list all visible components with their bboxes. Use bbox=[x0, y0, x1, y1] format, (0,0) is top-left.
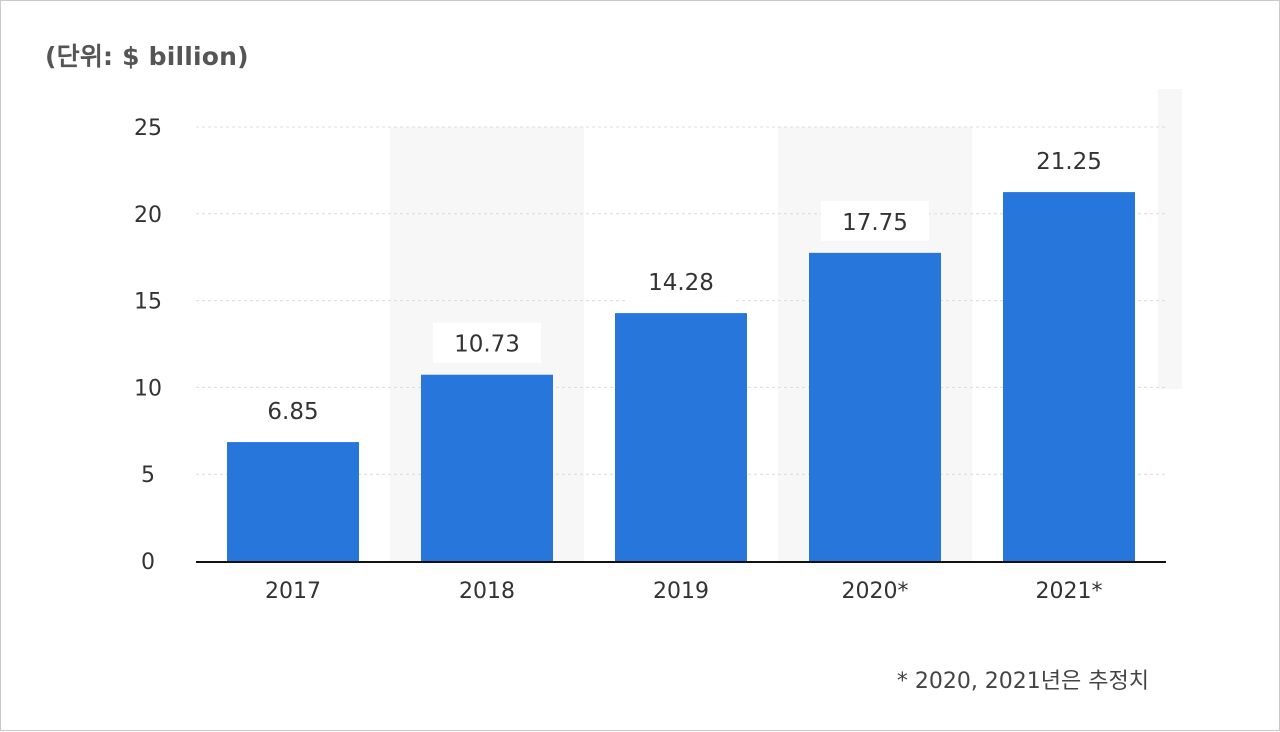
data-label-bg bbox=[239, 390, 347, 431]
bar bbox=[227, 442, 359, 561]
data-label-bg bbox=[821, 200, 929, 241]
bar bbox=[615, 313, 747, 561]
y-tick-label: 10 bbox=[134, 376, 162, 401]
data-label: 17.75 bbox=[842, 210, 908, 236]
x-tick-label: 2019 bbox=[653, 579, 709, 604]
y-tick-label: 15 bbox=[134, 290, 162, 315]
bar bbox=[421, 374, 553, 561]
data-label-bg bbox=[1015, 140, 1123, 181]
data-label-bg bbox=[433, 322, 541, 363]
y-tick-label: 0 bbox=[141, 550, 155, 575]
data-label: 21.25 bbox=[1036, 149, 1102, 175]
x-tick-label: 2018 bbox=[459, 579, 515, 604]
data-label: 14.28 bbox=[648, 270, 714, 296]
data-label: 10.73 bbox=[454, 332, 520, 358]
background-band bbox=[1158, 89, 1182, 389]
data-label-bg bbox=[627, 261, 735, 302]
data-label: 6.85 bbox=[267, 399, 318, 425]
x-tick-label: 2017 bbox=[265, 579, 321, 604]
y-tick-label: 5 bbox=[141, 463, 155, 488]
x-tick-label: 2021* bbox=[1036, 579, 1103, 604]
bar bbox=[1003, 192, 1135, 561]
footnote: * 2020, 2021년은 추정치 bbox=[896, 669, 1149, 694]
y-tick-label: 20 bbox=[134, 203, 162, 228]
bar bbox=[809, 252, 941, 562]
y-tick-label: 25 bbox=[134, 116, 162, 141]
unit-label: (단위: $ billion) bbox=[45, 42, 249, 71]
x-tick-label: 2020* bbox=[842, 579, 909, 604]
